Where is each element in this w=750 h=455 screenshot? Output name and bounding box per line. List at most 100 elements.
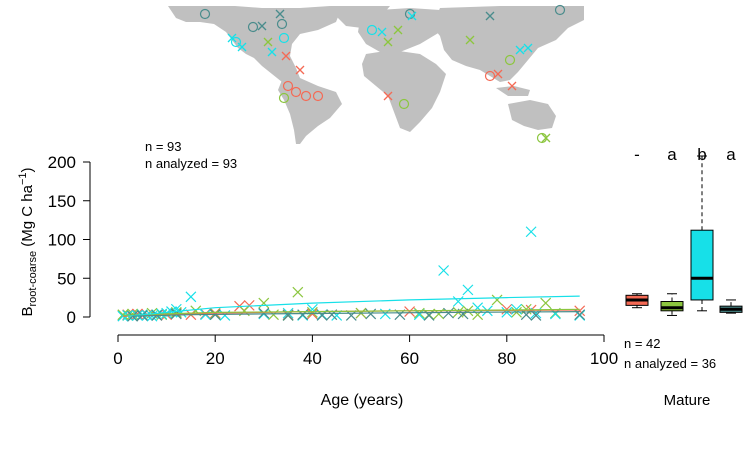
map-site-marker bbox=[484, 70, 496, 82]
map-site-marker bbox=[257, 21, 267, 31]
data-point bbox=[292, 286, 304, 298]
data-point-stroke bbox=[117, 309, 129, 321]
y-tick-label: 100 bbox=[48, 231, 76, 250]
map-site-marker bbox=[507, 81, 517, 91]
significance-letter: b bbox=[697, 145, 706, 164]
map-site-marker bbox=[275, 9, 285, 19]
y-axis-label-sub: root-coarse bbox=[27, 251, 39, 307]
map-site-marker bbox=[554, 4, 566, 16]
data-point-stroke bbox=[574, 305, 586, 317]
data-point bbox=[520, 309, 532, 321]
data-point bbox=[306, 306, 318, 318]
map-greenland bbox=[330, 6, 390, 28]
map-site-marker bbox=[383, 37, 393, 47]
x-axis-label: Age (years) bbox=[321, 392, 404, 409]
map-site-marker bbox=[493, 69, 503, 79]
data-point-stroke bbox=[574, 309, 586, 321]
y-tick-label: 150 bbox=[48, 192, 76, 211]
map-site-marker bbox=[267, 47, 277, 57]
data-point bbox=[423, 310, 435, 321]
data-point-stroke bbox=[540, 297, 552, 309]
data-point bbox=[268, 309, 279, 321]
map-site-marker bbox=[523, 43, 533, 53]
map-site-marker bbox=[282, 80, 294, 92]
data-point-stroke bbox=[438, 265, 450, 276]
map-site-marker bbox=[227, 33, 237, 43]
x-tick-label: 20 bbox=[206, 349, 225, 368]
x-tick-label: 0 bbox=[113, 349, 122, 368]
data-point-stroke bbox=[316, 310, 328, 321]
data-point bbox=[365, 308, 377, 320]
mature-boxes bbox=[625, 155, 743, 316]
map-indonesia bbox=[496, 86, 530, 96]
map-site-marker-stroke bbox=[257, 21, 267, 31]
data-point bbox=[306, 303, 318, 315]
data-point bbox=[331, 310, 343, 321]
map-site-marker bbox=[377, 27, 387, 37]
data-point-stroke bbox=[306, 306, 318, 318]
data-point bbox=[443, 307, 454, 319]
map-site-marker bbox=[247, 21, 259, 33]
data-point bbox=[462, 284, 474, 296]
data-point-stroke bbox=[292, 286, 304, 298]
scatter-plot: 0 50 100 150 200 0 20 40 60 80 100 Age (years) Bro… bbox=[17, 139, 618, 409]
map-south-america bbox=[278, 78, 342, 144]
map-site-marker-stroke bbox=[383, 37, 393, 47]
map-site-marker-stroke bbox=[507, 81, 517, 91]
data-point bbox=[472, 302, 484, 314]
x-tick-label: 60 bbox=[400, 349, 419, 368]
data-point-stroke bbox=[185, 291, 197, 303]
mature-box bbox=[660, 293, 684, 316]
fit-line bbox=[132, 311, 580, 317]
map-site-marker bbox=[295, 65, 305, 75]
data-point-stroke bbox=[462, 284, 474, 296]
map-site-marker-stroke bbox=[465, 35, 475, 45]
map-site-marker bbox=[276, 18, 288, 30]
data-point-stroke bbox=[306, 303, 318, 315]
map-site-marker-stroke bbox=[523, 43, 533, 53]
map-site-marker bbox=[278, 92, 290, 104]
data-point-stroke bbox=[443, 307, 454, 319]
map-site-marker bbox=[237, 42, 247, 52]
map-site-marker bbox=[312, 90, 324, 102]
map-site-marker-stroke bbox=[541, 133, 551, 143]
y-tick-label: 200 bbox=[48, 153, 76, 172]
data-point-stroke bbox=[258, 307, 270, 319]
y-axis-label-main: B bbox=[19, 307, 36, 317]
map-site-marker bbox=[515, 45, 525, 55]
data-point bbox=[438, 265, 450, 276]
mature-boxplot: - a b a Mature n = 42 n analyzed = 36 bbox=[624, 145, 743, 409]
y-axis-label: Broot-coarse (Mg C ha−1) bbox=[17, 167, 39, 316]
data-point bbox=[258, 297, 270, 309]
map-europe bbox=[358, 8, 450, 52]
y-axis-label-unit: (Mg C ha bbox=[19, 184, 36, 251]
n-total-annotation: n = 93 bbox=[145, 139, 182, 154]
map-site-marker-stroke bbox=[281, 51, 291, 61]
mature-box bbox=[690, 155, 714, 312]
map-site-marker bbox=[383, 91, 393, 101]
data-point-stroke bbox=[258, 297, 270, 309]
map-site-marker bbox=[281, 51, 291, 61]
y-axis-label-end: ) bbox=[19, 167, 36, 172]
data-point-stroke bbox=[491, 294, 503, 306]
map-site-marker bbox=[366, 24, 378, 36]
data-point bbox=[540, 297, 552, 309]
scatter-axes: 0 50 100 150 200 0 20 40 60 80 100 bbox=[48, 153, 619, 368]
x-tick-label: 100 bbox=[590, 349, 618, 368]
mature-box-body bbox=[660, 301, 684, 312]
map-site-marker-stroke bbox=[263, 37, 273, 47]
map-site-marker bbox=[398, 98, 410, 110]
map-site-marker bbox=[199, 8, 211, 20]
map-africa bbox=[362, 50, 446, 132]
map-site-marker bbox=[278, 32, 290, 44]
y-tick-label: 50 bbox=[57, 269, 76, 288]
map-site-marker bbox=[300, 90, 312, 102]
data-point-stroke bbox=[331, 310, 343, 321]
x-tick-label: 80 bbox=[497, 349, 516, 368]
data-point bbox=[404, 306, 416, 317]
data-point bbox=[525, 226, 537, 238]
scatter-fit-lines bbox=[122, 295, 580, 317]
data-point bbox=[574, 305, 586, 317]
map-site-marker bbox=[485, 11, 495, 21]
